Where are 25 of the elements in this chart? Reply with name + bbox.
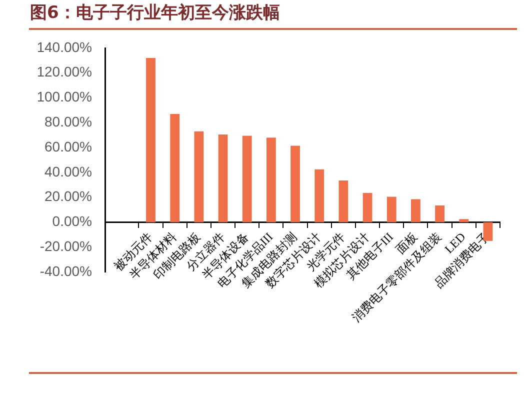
y-tick-label: -20.00% [40, 238, 92, 254]
y-tick-label: 120.00% [36, 64, 92, 80]
bar [411, 199, 420, 222]
bar [146, 58, 156, 222]
bar [218, 134, 228, 222]
y-tick-label: -40.00% [40, 262, 92, 279]
bar [194, 131, 204, 222]
y-tick-label: 140.00% [36, 38, 92, 55]
bar [362, 192, 372, 222]
bar [386, 196, 396, 222]
y-tick-label: 20.00% [44, 188, 92, 204]
chart-title: 图6：电子子行业年初至今涨跌幅 [30, 3, 280, 24]
y-tick-label: 80.00% [44, 114, 92, 130]
y-tick-label: 60.00% [44, 138, 92, 154]
y-tick-label: 100.00% [36, 88, 92, 105]
bar [435, 205, 444, 222]
bar [314, 169, 324, 222]
bar [266, 138, 276, 222]
bar [242, 136, 252, 222]
bar [338, 180, 348, 222]
bar [170, 114, 180, 222]
y-tick-label: 40.00% [44, 163, 92, 180]
bar [459, 219, 469, 222]
bar [290, 146, 300, 222]
y-tick-label: 0.00% [52, 213, 92, 230]
